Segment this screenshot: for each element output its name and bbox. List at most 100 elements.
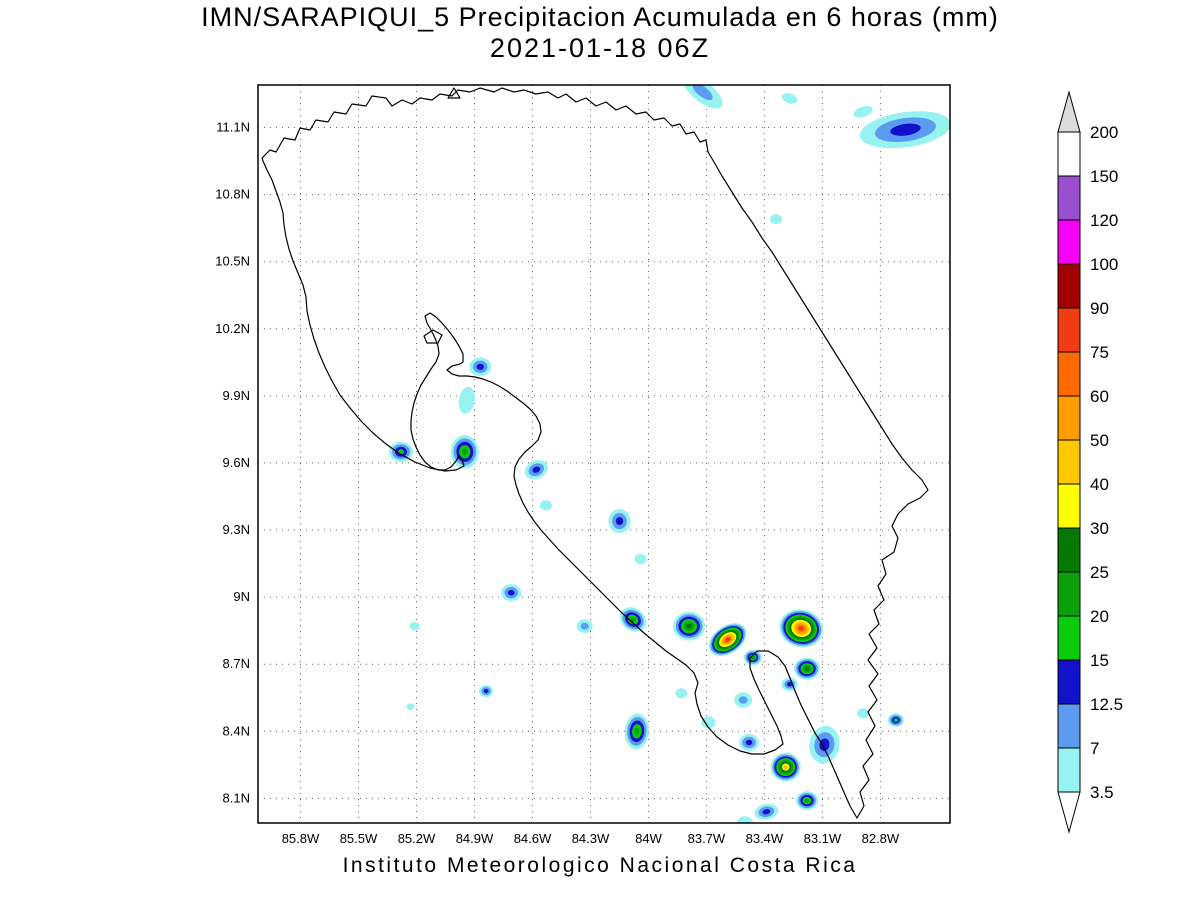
colorbar-segment [1057, 131, 1081, 177]
colorbar-tick-label: 25 [1090, 563, 1109, 582]
precip-contour-level-20 [634, 727, 640, 735]
precip-contour-level-75 [725, 637, 730, 642]
precip-contour-level-3.5 [458, 386, 476, 414]
precip-cell [796, 791, 818, 810]
precip-cell [608, 508, 631, 534]
colorbar-segment [1057, 703, 1081, 749]
lon-tick-label: 84.6W [514, 831, 552, 846]
precip-cell [701, 716, 716, 729]
colorbar-arrow-below [1057, 791, 1081, 834]
precip-cell [739, 734, 759, 751]
colorbar-segment [1057, 615, 1081, 661]
colorbar-tick-label: 75 [1090, 343, 1109, 362]
precip-contour-level-12.5 [762, 809, 771, 815]
precip-contour-level-12.5 [532, 466, 541, 473]
precip-contour-level-15 [893, 718, 899, 722]
precip-cell [634, 554, 647, 565]
precip-contour-level-12.5 [476, 363, 484, 370]
colorbar-tick-label: 30 [1090, 519, 1109, 538]
colorbar-tick-label: 200 [1090, 123, 1118, 142]
lon-tick-label: 84.3W [572, 831, 610, 846]
precip-cell [673, 611, 706, 641]
grid-lines [258, 85, 950, 823]
precip-cell [450, 435, 479, 469]
precip-cell [857, 708, 869, 719]
colorbar-tick-label: 100 [1090, 255, 1118, 274]
precip-contour-level-25 [686, 623, 692, 629]
lon-tick-label: 85.8W [282, 831, 320, 846]
lat-tick-label: 9.3N [223, 522, 250, 537]
colorbar-segment [1057, 483, 1081, 529]
colorbar-tick-label: 40 [1090, 475, 1109, 494]
precip-cell [809, 726, 840, 764]
colorbar-tick-label: 20 [1090, 607, 1109, 626]
precip-cell [479, 685, 494, 698]
lat-tick-label: 8.1N [223, 790, 250, 805]
precip-contour-level-25 [804, 666, 810, 671]
x-axis: 85.8W 85.5W 85.2W 84.9W 84.6W 84.3W 84W 83.7W 83… [282, 831, 900, 846]
precip-contour-level-20 [462, 448, 468, 456]
colorbar-arrow-above [1057, 90, 1081, 133]
precip-cell [859, 111, 950, 149]
precip-contour-level-20 [804, 798, 810, 803]
precip-contour-level-3.5 [675, 688, 688, 699]
precip-cell [458, 386, 476, 414]
precip-contour-level-12.5 [615, 517, 624, 526]
colorbar-segment [1057, 659, 1081, 705]
precip-cell [675, 688, 688, 699]
precip-contour-level-3.5 [634, 554, 647, 565]
precip-contour-level-3.5 [701, 716, 716, 729]
precip-contour-level-7 [692, 85, 713, 101]
precip-cell [406, 703, 415, 711]
precip-contour-level-3.5 [406, 703, 415, 711]
precip-contour-level-7 [580, 622, 589, 630]
precip-contour-level-20 [630, 617, 636, 622]
lon-tick-label: 82.8W [862, 831, 900, 846]
lat-tick-label: 8.7N [223, 656, 250, 671]
colorbar-segment [1057, 571, 1081, 617]
precip-cell [737, 816, 754, 823]
colorbar-tick-label: 7 [1090, 739, 1099, 758]
precip-contour-level-3.5 [857, 708, 869, 719]
lat-tick-label: 10.5N [215, 254, 250, 269]
precip-contour-level-12.5 [483, 689, 489, 694]
map-datetime: 2021-01-18 06Z [489, 33, 711, 63]
precip-cell [576, 619, 593, 633]
coastlines [261, 87, 929, 819]
precip-cell [469, 357, 492, 377]
colorbar-segment [1057, 219, 1081, 265]
colorbar-tick-label: 50 [1090, 431, 1109, 450]
precip-contour-level-3.5 [737, 816, 754, 823]
precip-contour-level-12.5 [745, 739, 753, 746]
colorbar-tick-label: 120 [1090, 211, 1118, 230]
precip-contour-level-3.5 [770, 214, 782, 225]
precipitation-cells [389, 85, 950, 823]
precip-contour-level-3.5 [409, 621, 420, 631]
map-caption: Instituto Meteorologico Nacional Costa R… [342, 854, 858, 877]
precip-cell [624, 713, 649, 750]
colorbar-segment [1057, 351, 1081, 397]
precip-contour-level-12.5 [786, 682, 793, 687]
precip-contour-level-3.5 [853, 105, 873, 118]
lon-tick-label: 85.5W [340, 831, 378, 846]
colorbar-segment [1057, 307, 1081, 353]
lon-tick-label: 83.1W [804, 831, 842, 846]
precip-contour-level-75 [799, 626, 804, 631]
precip-contour-level-3.5 [540, 500, 552, 511]
precip-cell [389, 441, 413, 462]
precip-cell [853, 105, 873, 118]
colorbar-tick-label: 3.5 [1090, 783, 1114, 802]
lat-tick-label: 9.6N [223, 455, 250, 470]
colorbar-segment [1057, 263, 1081, 309]
colorbar-segment [1057, 747, 1081, 793]
lon-tick-label: 85.2W [398, 831, 436, 846]
lon-tick-label: 83.7W [688, 831, 726, 846]
precip-cell [682, 85, 723, 109]
colorbar-tick-label: 90 [1090, 299, 1109, 318]
precip-cell [770, 752, 801, 782]
precip-cell [781, 93, 798, 104]
map-title: IMN/SARAPIQUI_5 Precipitacion Acumulada … [201, 2, 999, 32]
colorbar-tick-label: 60 [1090, 387, 1109, 406]
precip-cell [770, 214, 782, 225]
lat-tick-label: 9.9N [223, 388, 250, 403]
